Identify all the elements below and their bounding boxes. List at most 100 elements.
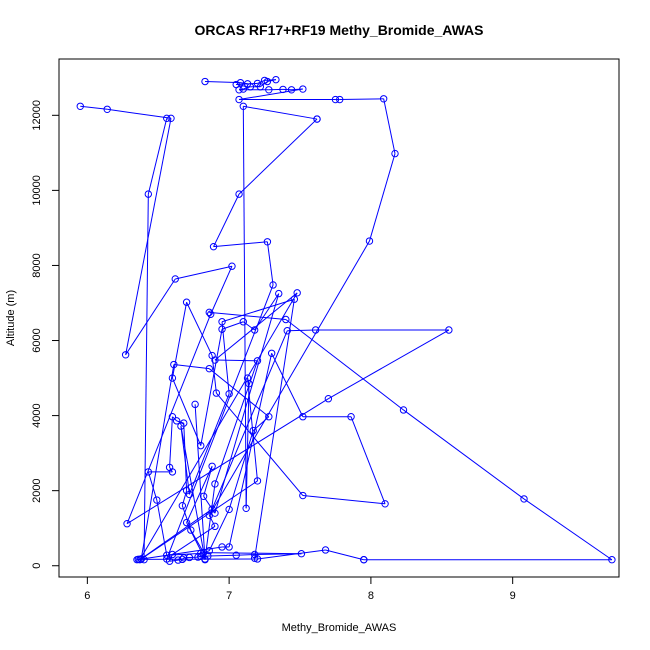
data-point [123, 519, 131, 528]
data-point [225, 505, 233, 514]
data-point [256, 83, 265, 91]
series-line-segment [325, 549, 364, 561]
series-line-segment [171, 302, 188, 379]
series-line-segment [169, 467, 173, 473]
series-line-segment [140, 364, 175, 560]
series-line-segment [210, 265, 233, 315]
series-line-segment [213, 241, 268, 248]
data-point [177, 422, 185, 430]
data-point [205, 547, 213, 555]
series-line-segment [147, 118, 168, 195]
data-point [245, 379, 253, 388]
data-point [239, 102, 248, 110]
series-line-segment [208, 368, 270, 418]
data-point [336, 95, 344, 104]
series-line-segment [172, 525, 216, 555]
data-point [250, 554, 259, 562]
data-point [163, 555, 171, 563]
data-point [172, 417, 181, 425]
data-point [225, 543, 233, 551]
series-line-segment [214, 292, 298, 361]
series-line-segment [200, 329, 223, 446]
series-line-segment [176, 420, 184, 424]
series-line-segment [208, 509, 230, 551]
data-point [331, 95, 340, 104]
series-line-segment [285, 319, 404, 411]
series-line-segment [245, 383, 250, 509]
series-line-segment [80, 105, 108, 110]
data-point [365, 237, 374, 245]
data-point [218, 543, 226, 551]
data-point [153, 496, 161, 504]
data-point [242, 504, 250, 513]
series-line-segment [140, 480, 258, 560]
series-line-segment [169, 559, 179, 562]
data-point [253, 555, 262, 563]
y-tick-label: 4000 [31, 403, 43, 427]
series-line-segment [180, 426, 206, 560]
data-point [360, 556, 368, 564]
data-point [185, 553, 194, 562]
data-point [185, 490, 194, 499]
series-line-segment [190, 529, 205, 553]
data-point [235, 86, 243, 94]
data-point [144, 190, 153, 198]
series-line-segment [166, 284, 274, 560]
data-point [239, 318, 248, 326]
data-point [232, 551, 240, 559]
series-line-segment [257, 549, 326, 560]
series-line-segment [369, 153, 396, 242]
y-axis: 0 2000 4000 6000 8000 10000 12000 [31, 100, 60, 569]
x-axis: 6 7 8 9 [84, 576, 516, 602]
data-point [170, 360, 178, 369]
series-line-segment [214, 359, 258, 362]
data-point [211, 356, 219, 364]
data-point [208, 505, 216, 513]
series-line-segment [204, 483, 216, 560]
data-point [379, 95, 388, 103]
series-line-segment [266, 241, 274, 286]
series-line-segment [302, 495, 386, 505]
data-point [287, 86, 296, 94]
series-line-segment [383, 98, 396, 154]
data-point [283, 327, 291, 335]
data-point [121, 351, 130, 359]
data-point [178, 555, 187, 564]
series-line-segment [221, 298, 295, 323]
data-point [324, 395, 333, 403]
series-line-segment [175, 265, 233, 280]
data-point [191, 400, 199, 409]
series-line-segment [215, 392, 304, 496]
series-line-segment [260, 81, 268, 88]
series-layer [80, 79, 613, 562]
marker-layer [76, 75, 616, 565]
data-point [250, 326, 259, 334]
data-point [76, 102, 84, 110]
data-point [279, 85, 287, 94]
series-line-segment [147, 471, 158, 501]
data-point [246, 83, 255, 91]
data-point [263, 77, 272, 86]
data-point [168, 413, 177, 421]
data-point [239, 85, 248, 93]
series-line-segment [126, 314, 212, 524]
series-line-segment [207, 554, 237, 557]
series-line-segment [209, 311, 286, 320]
series-line-segment [188, 393, 230, 495]
data-point [137, 555, 145, 563]
data-point [225, 390, 233, 398]
series-line-segment [126, 398, 329, 525]
series-line-segment [243, 86, 251, 90]
data-point [201, 77, 209, 86]
data-point [182, 298, 191, 306]
series-line-segment [243, 105, 318, 120]
x-tick-label: 6 [84, 590, 90, 602]
series-line-segment [350, 416, 386, 504]
x-tick-label: 8 [368, 590, 374, 602]
data-point [171, 275, 179, 283]
data-point [265, 413, 273, 421]
series-line-segment [339, 98, 384, 101]
data-point [168, 468, 177, 476]
data-point [249, 426, 257, 435]
